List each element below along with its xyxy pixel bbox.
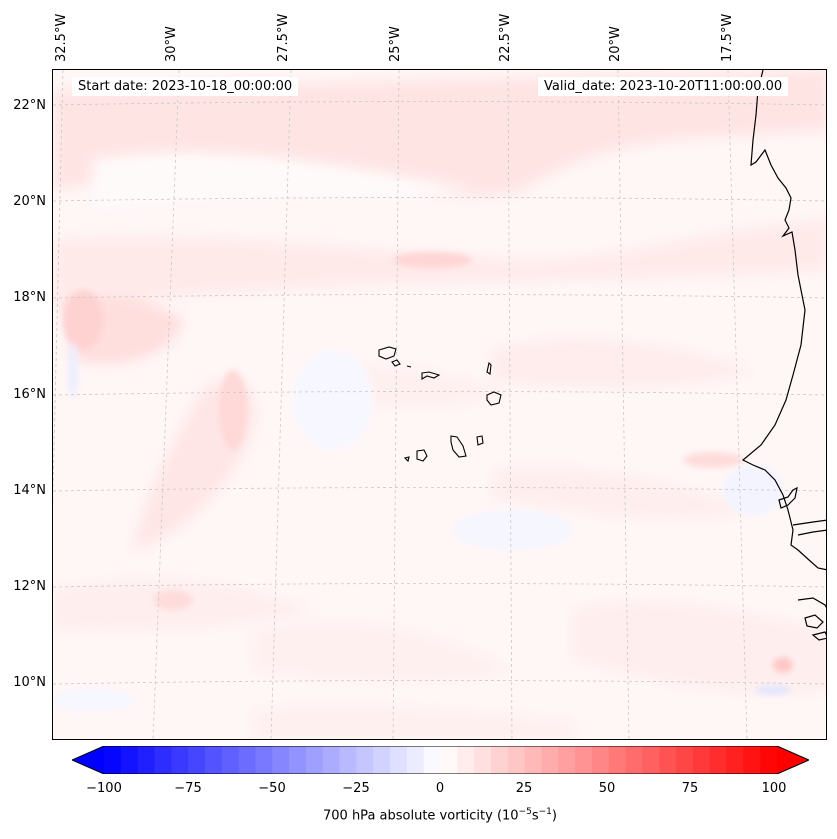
- map-panel[interactable]: [52, 69, 827, 740]
- colorbar-segment: [390, 746, 408, 774]
- colorbar-segment: [676, 746, 694, 774]
- colorbar-segment: [356, 746, 374, 774]
- colorbar-segment: [289, 746, 307, 774]
- lon-label-22-5w: 22.5°W: [498, 13, 513, 62]
- lat-label-12n: 12°N: [13, 579, 46, 594]
- lon-label-30w: 30°W: [164, 26, 179, 62]
- colorbar-tick-neg100: −100: [86, 781, 122, 796]
- lon-label-25w: 25°W: [388, 26, 403, 62]
- colorbar-extend-min: [72, 746, 104, 774]
- lat-label-14n: 14°N: [13, 483, 46, 498]
- vorticity-contours-positive-strong: [63, 252, 793, 673]
- colorbar-segment: [154, 746, 172, 774]
- vorticity-contours-negative: [53, 342, 791, 712]
- start-date-label: Start date: 2023-10-18_00:00:00: [72, 77, 299, 96]
- colorbar-segment: [457, 746, 475, 774]
- colorbar-segment: [608, 746, 627, 774]
- colorbar-tick-0: 0: [435, 781, 445, 796]
- colorbar-segment: [339, 746, 357, 774]
- colorbar-segment: [575, 746, 593, 774]
- island-fogo: [416, 449, 428, 462]
- colorbar-segment: [625, 746, 643, 774]
- cape-verde-islands: [378, 346, 502, 463]
- colorbar-tick-neg25: −25: [342, 781, 370, 796]
- colorbar-segment: [238, 746, 257, 774]
- island-sao-nicolau: [421, 371, 441, 380]
- lon-label-20w: 20°W: [608, 26, 623, 62]
- island-sal: [486, 361, 492, 375]
- colorbar-segment: [305, 746, 324, 774]
- colorbar-segment: [591, 746, 610, 774]
- colorbar-tick-50: 50: [598, 781, 616, 796]
- colorbar-gradient: [70, 745, 811, 775]
- colorbar-segment: [188, 746, 206, 774]
- lat-label-22n: 22°N: [13, 98, 46, 113]
- island-sao-vicente: [391, 359, 401, 367]
- west-africa-coastline: [741, 70, 826, 641]
- lat-label-20n: 20°N: [13, 194, 46, 209]
- colorbar-segment: [322, 746, 341, 774]
- colorbar-segment: [709, 746, 728, 774]
- island-maio: [476, 435, 484, 446]
- colorbar-segment: [255, 746, 273, 774]
- lon-label-32-5w: 32.5°W: [54, 13, 69, 62]
- colorbar-segment: [541, 746, 559, 774]
- colorbar-segment: [692, 746, 711, 774]
- colorbar-segment: [726, 746, 744, 774]
- colorbar-segment: [558, 746, 576, 774]
- colorbar-segment: [171, 746, 189, 774]
- colorbar-tick-25: 25: [515, 781, 533, 796]
- colorbar-segment: [760, 746, 778, 774]
- colorbar-tick-75: 75: [681, 781, 699, 796]
- island-santa-luzia: [406, 365, 412, 368]
- colorbar-segment: [440, 746, 458, 774]
- colorbar-segment: [373, 746, 391, 774]
- colorbar-segment: [204, 746, 223, 774]
- colorbar-segment: [423, 746, 442, 774]
- colorbar-segment: [474, 746, 492, 774]
- colorbar-segment: [743, 746, 761, 774]
- valid-date-label: Valid_date: 2023-10-20T11:00:00.00: [538, 77, 789, 96]
- colorbar-tick-neg75: −75: [174, 781, 202, 796]
- colorbar-tick-neg50: −50: [258, 781, 286, 796]
- lat-label-16n: 16°N: [13, 387, 46, 402]
- colorbar: [70, 745, 811, 775]
- colorbar-label: 700 hPa absolute vorticity (10−5s−1): [323, 807, 557, 824]
- colorbar-segment: [120, 746, 139, 774]
- lat-label-10n: 10°N: [13, 675, 46, 690]
- colorbar-segment: [221, 746, 240, 774]
- lon-label-17-5w: 17.5°W: [720, 13, 735, 62]
- colorbar-segment: [642, 746, 660, 774]
- colorbar-segment: [406, 746, 425, 774]
- colorbar-segment: [507, 746, 526, 774]
- colorbar-tick-100: 100: [761, 781, 787, 796]
- island-brava: [403, 456, 410, 463]
- island-santiago: [450, 435, 467, 458]
- colorbar-segment: [137, 746, 156, 774]
- colorbar-extend-max: [777, 746, 809, 774]
- lon-label-27-5w: 27.5°W: [276, 13, 291, 62]
- colorbar-segment: [524, 746, 543, 774]
- island-santo-antao: [378, 346, 397, 360]
- colorbar-segment: [104, 746, 122, 774]
- colorbar-segment: [272, 746, 290, 774]
- island-boa-vista: [486, 391, 502, 406]
- graticule: [53, 70, 826, 739]
- lat-label-18n: 18°N: [13, 290, 46, 305]
- colorbar-segment: [490, 746, 509, 774]
- vorticity-map: [53, 70, 826, 739]
- colorbar-segment: [659, 746, 677, 774]
